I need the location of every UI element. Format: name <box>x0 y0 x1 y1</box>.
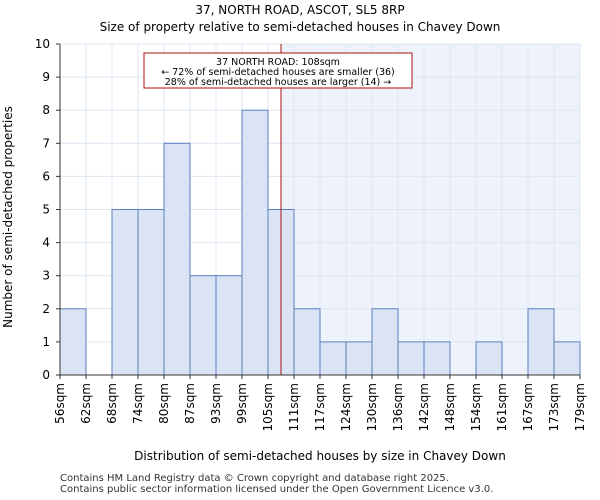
y-tick-label: 2 <box>42 302 50 316</box>
chart-subtitle: Size of property relative to semi-detach… <box>100 20 501 34</box>
x-tick-label: 87sqm <box>183 383 197 424</box>
y-tick-label: 3 <box>42 269 50 283</box>
y-tick-label: 6 <box>42 169 50 183</box>
bar <box>423 341 451 376</box>
x-tick-label: 173sqm <box>547 383 561 431</box>
bar <box>397 341 425 376</box>
x-tick-label: 117sqm <box>313 383 327 431</box>
x-tick-label: 136sqm <box>391 383 405 431</box>
y-tick-label: 8 <box>42 103 50 117</box>
x-tick-label: 74sqm <box>131 383 145 424</box>
y-tick-label: 7 <box>42 136 50 150</box>
annotation-line-3: 28% of semi-detached houses are larger (… <box>165 77 392 88</box>
x-tick-label: 99sqm <box>235 383 249 424</box>
x-axis-label: Distribution of semi-detached houses by … <box>134 449 506 463</box>
bar <box>163 142 191 376</box>
annotation-line-1: 37 NORTH ROAD: 108sqm <box>216 57 340 68</box>
x-tick-label: 80sqm <box>157 383 171 424</box>
x-tick-label: 62sqm <box>79 383 93 424</box>
chart-title: 37, NORTH ROAD, ASCOT, SL5 8RP <box>195 3 404 17</box>
x-tick-label: 161sqm <box>495 383 509 431</box>
x-tick-label: 148sqm <box>443 383 457 431</box>
y-tick-label: 9 <box>42 70 50 84</box>
x-tick-label: 179sqm <box>573 383 587 431</box>
x-tick-label: 124sqm <box>339 383 353 431</box>
bar <box>345 341 373 376</box>
bar <box>111 209 139 376</box>
x-tick-label: 93sqm <box>209 383 223 424</box>
annotation-box <box>143 52 413 89</box>
x-tick-label: 142sqm <box>417 383 431 431</box>
y-tick-label: 4 <box>42 236 50 250</box>
y-tick-label: 1 <box>42 335 50 349</box>
y-axis-label: Number of semi-detached properties <box>1 106 15 328</box>
footer-attribution-1: Contains HM Land Registry data © Crown c… <box>60 473 449 484</box>
x-tick-label: 56sqm <box>53 383 67 424</box>
bar <box>475 341 503 376</box>
y-tick-label: 0 <box>42 368 50 382</box>
bar <box>293 308 321 376</box>
y-tick-label: 10 <box>35 37 50 51</box>
bar <box>137 209 165 376</box>
x-tick-label: 105sqm <box>261 383 275 431</box>
x-tick-label: 111sqm <box>287 383 301 431</box>
x-tick-label: 154sqm <box>469 383 483 431</box>
bar <box>189 275 217 376</box>
x-tick-label: 167sqm <box>521 383 535 431</box>
footer-attribution-2: Contains public sector information licen… <box>60 484 494 495</box>
bar <box>319 341 347 376</box>
x-tick-label: 130sqm <box>365 383 379 431</box>
bar <box>527 308 555 376</box>
annotation-line-2: ← 72% of semi-detached houses are smalle… <box>161 67 395 78</box>
bar <box>59 308 87 376</box>
bar <box>553 341 581 376</box>
bar <box>241 109 269 376</box>
x-tick-label: 68sqm <box>105 383 119 424</box>
bar <box>215 275 243 376</box>
bar <box>371 308 399 376</box>
y-tick-label: 5 <box>42 203 50 217</box>
